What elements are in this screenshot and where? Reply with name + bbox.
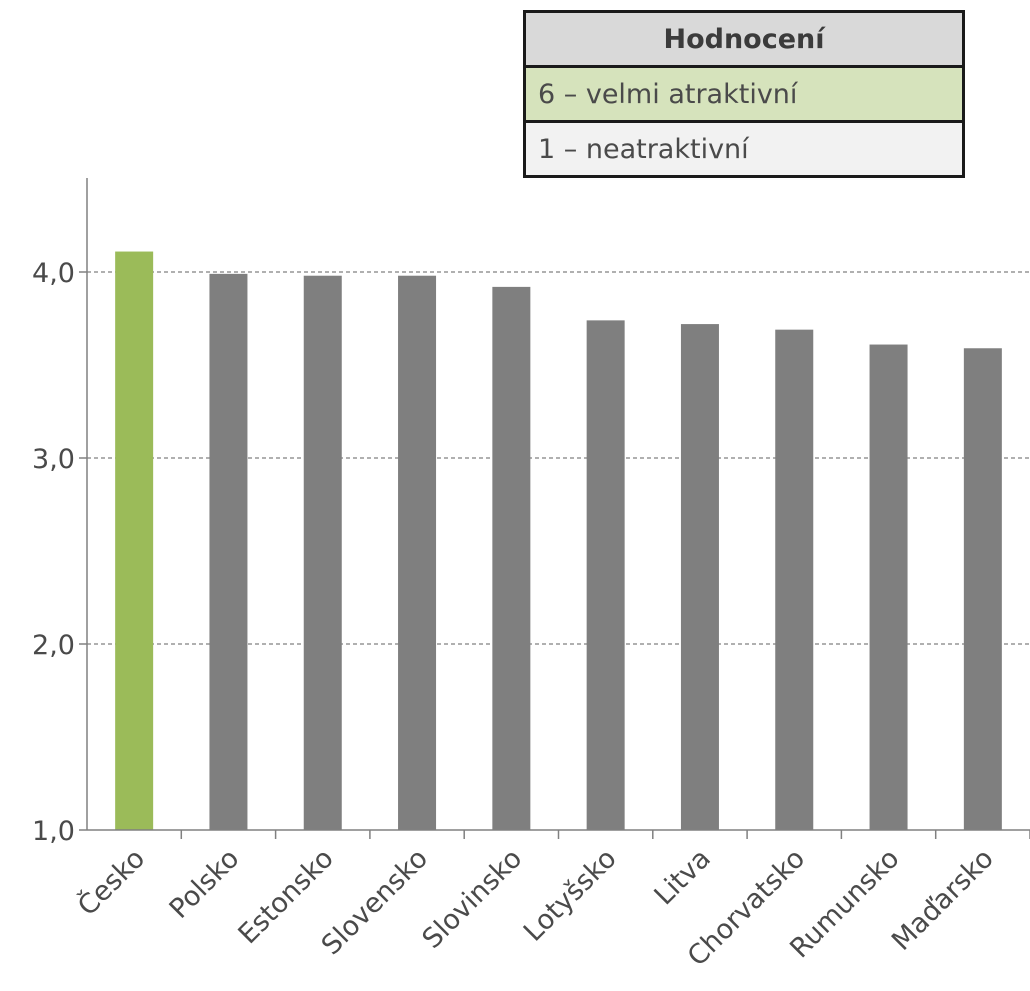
bar bbox=[209, 273, 248, 830]
bar bbox=[775, 329, 814, 830]
bar bbox=[869, 344, 908, 830]
y-tick-label: 4,0 bbox=[32, 258, 75, 289]
bar bbox=[398, 275, 437, 831]
category-label: Litva bbox=[649, 843, 717, 911]
x-axis-labels: Česko PolskoEstonskoSlovenskoSlovinskoLot… bbox=[71, 842, 999, 972]
bar bbox=[680, 324, 719, 830]
legend-high-label: 6 – velmi atraktivní bbox=[523, 65, 965, 123]
legend-low-label: 1 – neatraktivní bbox=[523, 120, 965, 178]
bar bbox=[115, 251, 154, 831]
y-tick-label: 2,0 bbox=[32, 630, 75, 661]
category-label: Slovinsko bbox=[417, 843, 529, 955]
bars bbox=[115, 251, 1002, 831]
category-label: Polsko bbox=[164, 843, 246, 925]
bar bbox=[303, 275, 342, 831]
y-tick-label: 3,0 bbox=[32, 444, 75, 475]
category-label: Česko bbox=[71, 842, 151, 922]
category-label: Maďarsko bbox=[886, 843, 1000, 957]
bar bbox=[492, 286, 531, 830]
bar bbox=[963, 348, 1002, 830]
y-tick-label: 1,0 bbox=[32, 816, 75, 847]
category-label: Lotyšsko bbox=[518, 843, 623, 948]
legend-header: Hodnocení bbox=[523, 10, 965, 68]
rating-legend: Hodnocení 6 – velmi atraktivní 1 – neatr… bbox=[523, 10, 965, 178]
bar bbox=[586, 320, 625, 830]
y-axis-labels: 1,0 2,0 3,0 4,0 bbox=[32, 258, 75, 847]
axes bbox=[79, 178, 1030, 839]
